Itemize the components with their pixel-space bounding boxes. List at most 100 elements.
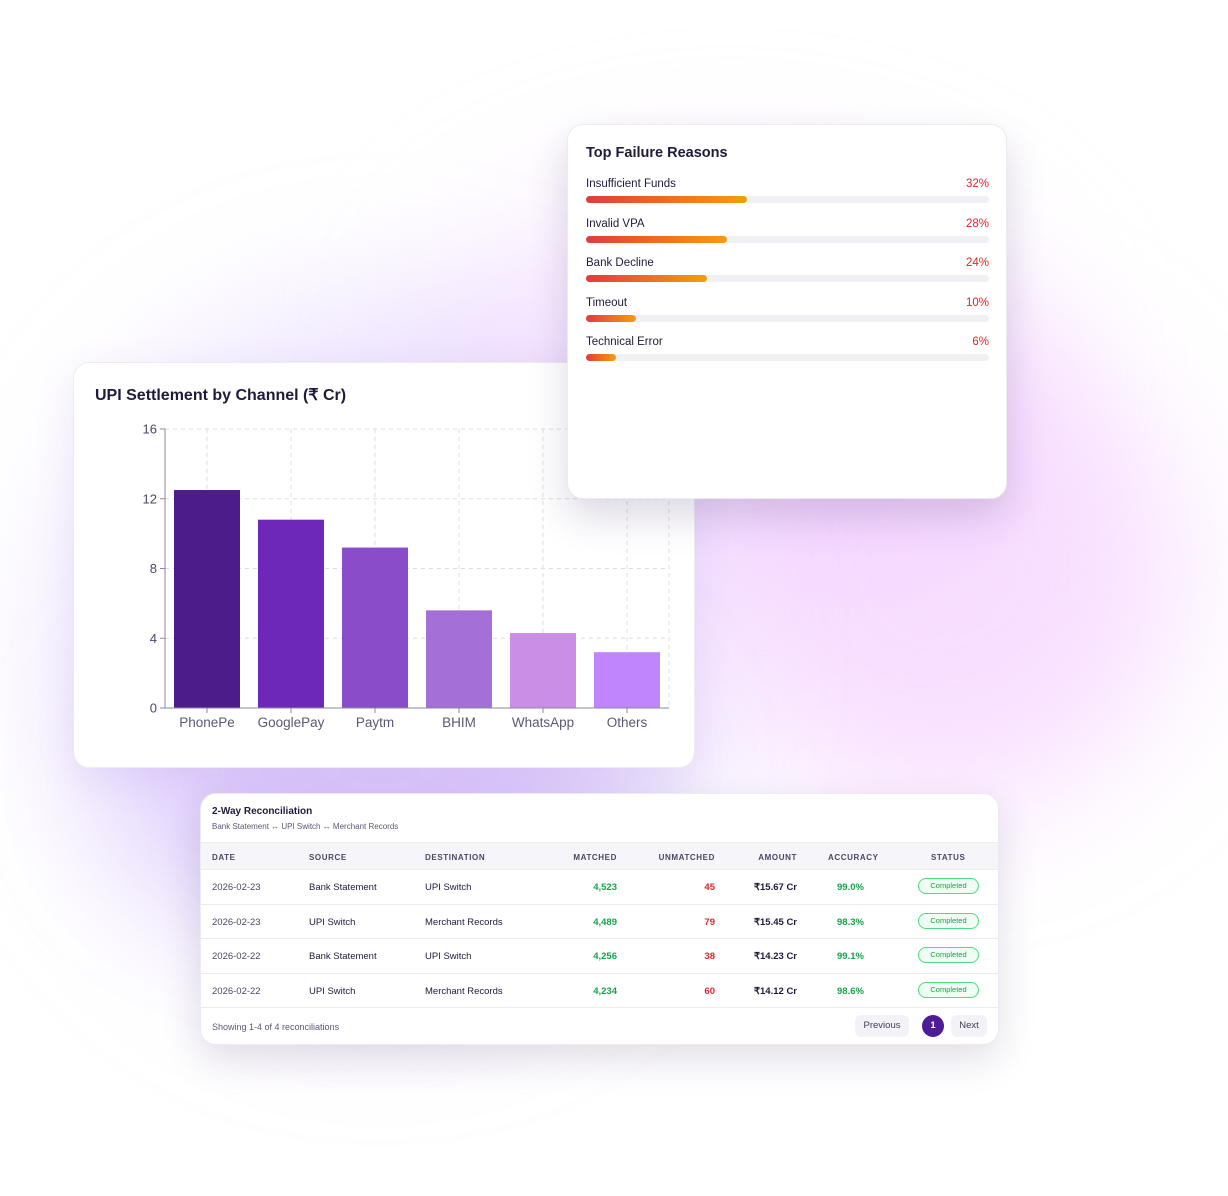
bar-paytm[interactable] bbox=[342, 547, 408, 708]
bar-googlepay[interactable] bbox=[258, 519, 324, 708]
x-tick-label: GooglePay bbox=[258, 715, 325, 730]
cell-source: Bank Statement bbox=[309, 882, 377, 893]
failure-reasons-title: Top Failure Reasons bbox=[586, 145, 728, 161]
cell-destination: UPI Switch bbox=[425, 951, 472, 962]
failure-reason-item: Insufficient Funds 32% bbox=[586, 177, 989, 217]
column-header-unmatched[interactable]: UNMATCHED bbox=[658, 853, 715, 862]
table-row[interactable]: 2026-02-22 UPI Switch Merchant Records 4… bbox=[201, 974, 998, 1008]
failure-reason-percent: 6% bbox=[972, 336, 989, 348]
pagination: Previous 1 Next bbox=[855, 1015, 987, 1037]
cell-unmatched: 38 bbox=[704, 951, 715, 962]
column-header-destination[interactable]: DESTINATION bbox=[425, 853, 486, 862]
failure-reason-progress-track bbox=[586, 235, 989, 243]
y-tick-label: 4 bbox=[150, 631, 157, 646]
failure-reason-item: Timeout 10% bbox=[586, 296, 989, 336]
column-header-accuracy[interactable]: ACCURACY bbox=[828, 853, 879, 862]
failure-reasons-list: Insufficient Funds 32% Invalid VPA 28% B… bbox=[586, 177, 989, 375]
previous-page-button[interactable]: Previous bbox=[855, 1015, 909, 1037]
x-tick-label: BHIM bbox=[442, 715, 476, 730]
cell-accuracy: 99.1% bbox=[837, 951, 864, 962]
cell-accuracy: 99.0% bbox=[837, 882, 864, 893]
failure-reason-progress-track bbox=[586, 314, 989, 322]
table-footer-summary: Showing 1-4 of 4 reconciliations bbox=[212, 1022, 340, 1032]
cell-accuracy: 98.6% bbox=[837, 985, 864, 997]
cell-amount: ₹14.23 Cr bbox=[753, 951, 797, 962]
failure-reason-progress-fill bbox=[586, 314, 637, 322]
failure-reason-progress-track bbox=[586, 196, 989, 203]
column-header-source[interactable]: SOURCE bbox=[309, 853, 347, 862]
cell-destination: Merchant Records bbox=[425, 985, 503, 997]
table-body: 2026-02-23 Bank Statement UPI Switch 4,5… bbox=[201, 870, 998, 1008]
column-header-amount[interactable]: AMOUNT bbox=[758, 853, 797, 862]
cell-unmatched: 60 bbox=[704, 985, 715, 997]
settlement-bar-chart: 0 4 8 12 16 PhonePe GooglePay Paytm BHIM WhatsApp… bbox=[143, 422, 670, 730]
cell-matched: 4,234 bbox=[593, 985, 617, 997]
x-tick-label: Paytm bbox=[356, 715, 394, 730]
bar-bhim[interactable] bbox=[426, 610, 492, 708]
column-header-matched[interactable]: MATCHED bbox=[573, 853, 617, 862]
failure-reason-percent: 24% bbox=[965, 257, 989, 269]
cell-destination: Merchant Records bbox=[425, 916, 503, 928]
status-badge: Completed bbox=[918, 981, 979, 998]
table-row[interactable]: 2026-02-23 UPI Switch Merchant Records 4… bbox=[201, 905, 998, 939]
cell-source: UPI Switch bbox=[309, 916, 356, 928]
x-tick-label: WhatsApp bbox=[512, 715, 574, 730]
cell-source: Bank Statement bbox=[309, 951, 377, 962]
failure-reason-item: Bank Decline 24% bbox=[586, 256, 989, 296]
cell-matched: 4,523 bbox=[593, 882, 617, 893]
failure-reason-progress-fill bbox=[586, 275, 707, 282]
cell-amount: ₹15.45 Cr bbox=[753, 916, 797, 928]
failure-reason-label: Bank Decline bbox=[586, 257, 654, 269]
cell-unmatched: 79 bbox=[704, 916, 715, 928]
table-header: DATE SOURCE DESTINATION MATCHED UNMATCHE… bbox=[201, 842, 998, 870]
status-badge: Completed bbox=[918, 947, 979, 963]
status-badge: Completed bbox=[918, 878, 979, 894]
cell-date: 2026-02-22 bbox=[212, 951, 261, 962]
failure-reason-label: Technical Error bbox=[586, 336, 663, 348]
failure-reason-progress-track bbox=[586, 275, 989, 282]
failure-reason-percent: 28% bbox=[965, 217, 989, 230]
reconciliation-subtitle: Bank Statement ↔ UPI Switch ↔ Merchant R… bbox=[212, 822, 399, 831]
failure-reason-label: Insufficient Funds bbox=[586, 178, 676, 190]
cell-date: 2026-02-23 bbox=[212, 882, 261, 893]
cell-amount: ₹14.12 Cr bbox=[753, 985, 797, 997]
next-page-button[interactable]: Next bbox=[951, 1015, 987, 1037]
chart-title: UPI Settlement by Channel (₹ Cr) bbox=[95, 387, 347, 404]
x-tick-label: PhonePe bbox=[179, 715, 235, 730]
failure-reason-item: Invalid VPA 28% bbox=[586, 217, 989, 257]
failure-reason-label: Invalid VPA bbox=[586, 217, 645, 230]
cell-amount: ₹15.67 Cr bbox=[753, 882, 797, 893]
cell-destination: UPI Switch bbox=[425, 882, 472, 893]
cell-matched: 4,256 bbox=[593, 951, 617, 962]
column-header-date[interactable]: DATE bbox=[212, 853, 236, 862]
y-tick-label: 8 bbox=[150, 561, 157, 576]
cell-date: 2026-02-22 bbox=[212, 985, 261, 997]
failure-reason-item: Technical Error 6% bbox=[586, 335, 989, 375]
table-row[interactable]: 2026-02-23 Bank Statement UPI Switch 4,5… bbox=[201, 870, 998, 905]
column-header-status[interactable]: STATUS bbox=[931, 853, 966, 862]
y-tick-label: 16 bbox=[143, 422, 157, 437]
y-tick-label: 12 bbox=[143, 491, 157, 506]
cell-date: 2026-02-23 bbox=[212, 916, 261, 928]
cell-unmatched: 45 bbox=[704, 882, 715, 893]
cell-source: UPI Switch bbox=[309, 985, 356, 997]
cell-matched: 4,489 bbox=[593, 916, 617, 928]
bar-phonepe[interactable] bbox=[174, 490, 240, 708]
failure-reason-progress-track bbox=[586, 354, 989, 361]
bar-others[interactable] bbox=[594, 652, 660, 708]
page-1-button[interactable]: 1 bbox=[922, 1015, 944, 1037]
failure-reasons-card: Top Failure Reasons Insufficient Funds 3… bbox=[567, 124, 1007, 499]
failure-reason-percent: 10% bbox=[965, 296, 989, 309]
failure-reason-progress-fill bbox=[586, 354, 617, 361]
bar-whatsapp[interactable] bbox=[510, 633, 576, 708]
failure-reason-percent: 32% bbox=[965, 178, 989, 190]
y-tick-label: 0 bbox=[150, 701, 157, 716]
reconciliation-card: 2-Way Reconciliation Bank Statement ↔ UP… bbox=[200, 793, 999, 1045]
reconciliation-title: 2-Way Reconciliation bbox=[212, 806, 313, 817]
x-tick-label: Others bbox=[607, 715, 648, 730]
failure-reason-progress-fill bbox=[586, 235, 728, 243]
failure-reason-progress-fill bbox=[586, 196, 748, 203]
table-row[interactable]: 2026-02-22 Bank Statement UPI Switch 4,2… bbox=[201, 939, 998, 974]
status-badge: Completed bbox=[918, 912, 979, 929]
failure-reason-label: Timeout bbox=[586, 296, 628, 309]
